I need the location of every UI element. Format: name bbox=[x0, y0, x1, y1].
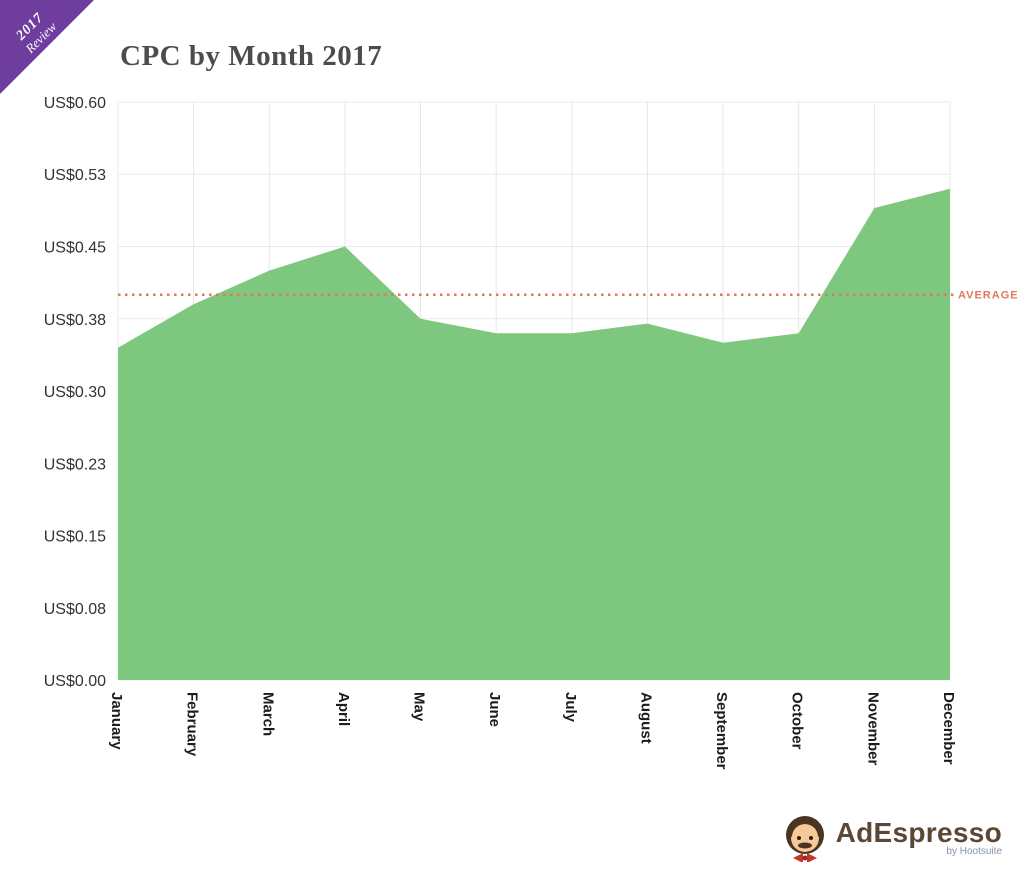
svg-text:US$0.08: US$0.08 bbox=[44, 601, 106, 618]
svg-text:US$0.23: US$0.23 bbox=[44, 456, 106, 473]
logo-byline: by Hootsuite bbox=[946, 846, 1002, 857]
svg-text:November: November bbox=[864, 692, 881, 766]
svg-text:US$0.00: US$0.00 bbox=[44, 673, 106, 690]
svg-text:US$0.45: US$0.45 bbox=[44, 240, 106, 257]
cpc-area-chart: AVERAGE US$0.60 US$0.53 US$0.45 US$0.38 US$0.… bbox=[44, 95, 1019, 770]
adespresso-logo: AdEspresso by Hootsuite bbox=[782, 812, 1002, 862]
svg-text:September: September bbox=[713, 692, 730, 770]
svg-text:May: May bbox=[411, 692, 428, 722]
svg-text:February: February bbox=[184, 692, 201, 757]
svg-text:April: April bbox=[335, 692, 352, 726]
svg-text:August: August bbox=[638, 692, 655, 744]
logo-text: AdEspresso by Hootsuite bbox=[836, 817, 1002, 857]
logo-brand: AdEspresso bbox=[835, 817, 1002, 848]
svg-text:US$0.15: US$0.15 bbox=[44, 529, 106, 546]
svg-text:June: June bbox=[486, 692, 503, 727]
svg-text:December: December bbox=[940, 692, 957, 765]
svg-text:US$0.30: US$0.30 bbox=[44, 384, 106, 401]
svg-text:US$0.60: US$0.60 bbox=[44, 95, 106, 112]
adespresso-mascot-icon bbox=[785, 816, 824, 862]
corner-ribbon bbox=[0, 0, 94, 94]
svg-text:July: July bbox=[562, 692, 579, 723]
chart-title: CPC by Month 2017 bbox=[120, 40, 383, 72]
svg-text:US$0.53: US$0.53 bbox=[44, 167, 106, 184]
svg-text:March: March bbox=[259, 692, 276, 736]
svg-text:January: January bbox=[108, 692, 125, 750]
svg-text:October: October bbox=[789, 692, 806, 750]
svg-text:AVERAGE: AVERAGE bbox=[958, 290, 1019, 302]
svg-text:US$0.38: US$0.38 bbox=[44, 312, 106, 329]
